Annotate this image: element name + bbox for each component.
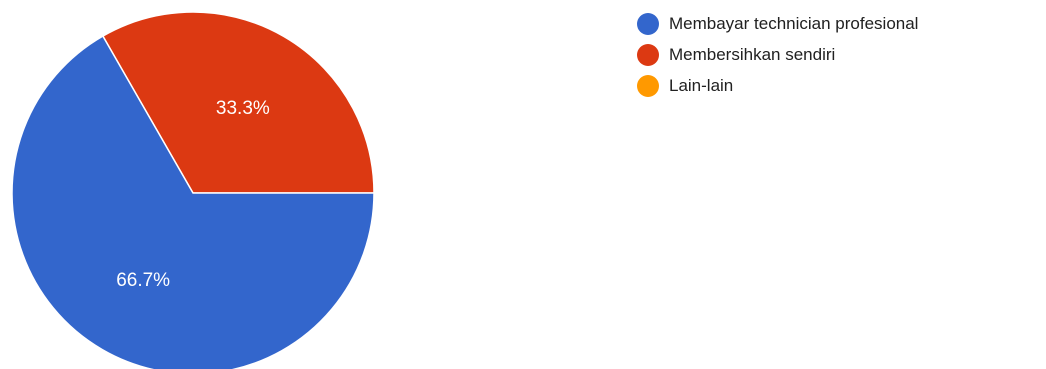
legend-item-membersihkan-sendiri[interactable]: Membersihkan sendiri xyxy=(637,39,918,70)
legend-swatch xyxy=(637,74,659,97)
pie-slice-labels: 33.3% 66.7% xyxy=(116,98,270,291)
pie-slice-data-label: 33.3% xyxy=(216,98,270,119)
legend-label: Membersihkan sendiri xyxy=(669,44,836,64)
legend-item-lain-lain[interactable]: Lain-lain xyxy=(637,70,918,101)
pie-slice-membersihkan-sendiri[interactable] xyxy=(101,11,375,194)
legend-swatch xyxy=(637,12,659,35)
legend-label: Lain-lain xyxy=(669,75,734,95)
legend: Membayar technician profesional Membersi… xyxy=(637,8,918,101)
legend-item-membayar-technician-profesional[interactable]: Membayar technician profesional xyxy=(637,8,918,39)
pie-slice-membayar-technician-profesional[interactable] xyxy=(11,35,375,369)
legend-label: Membayar technician profesional xyxy=(669,13,919,33)
pie-slice-data-label: 66.7% xyxy=(116,270,170,291)
legend-swatch xyxy=(637,43,659,66)
pie-slices xyxy=(11,11,375,369)
